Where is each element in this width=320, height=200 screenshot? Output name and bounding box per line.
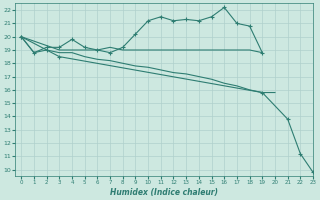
X-axis label: Humidex (Indice chaleur): Humidex (Indice chaleur) [110, 188, 218, 197]
